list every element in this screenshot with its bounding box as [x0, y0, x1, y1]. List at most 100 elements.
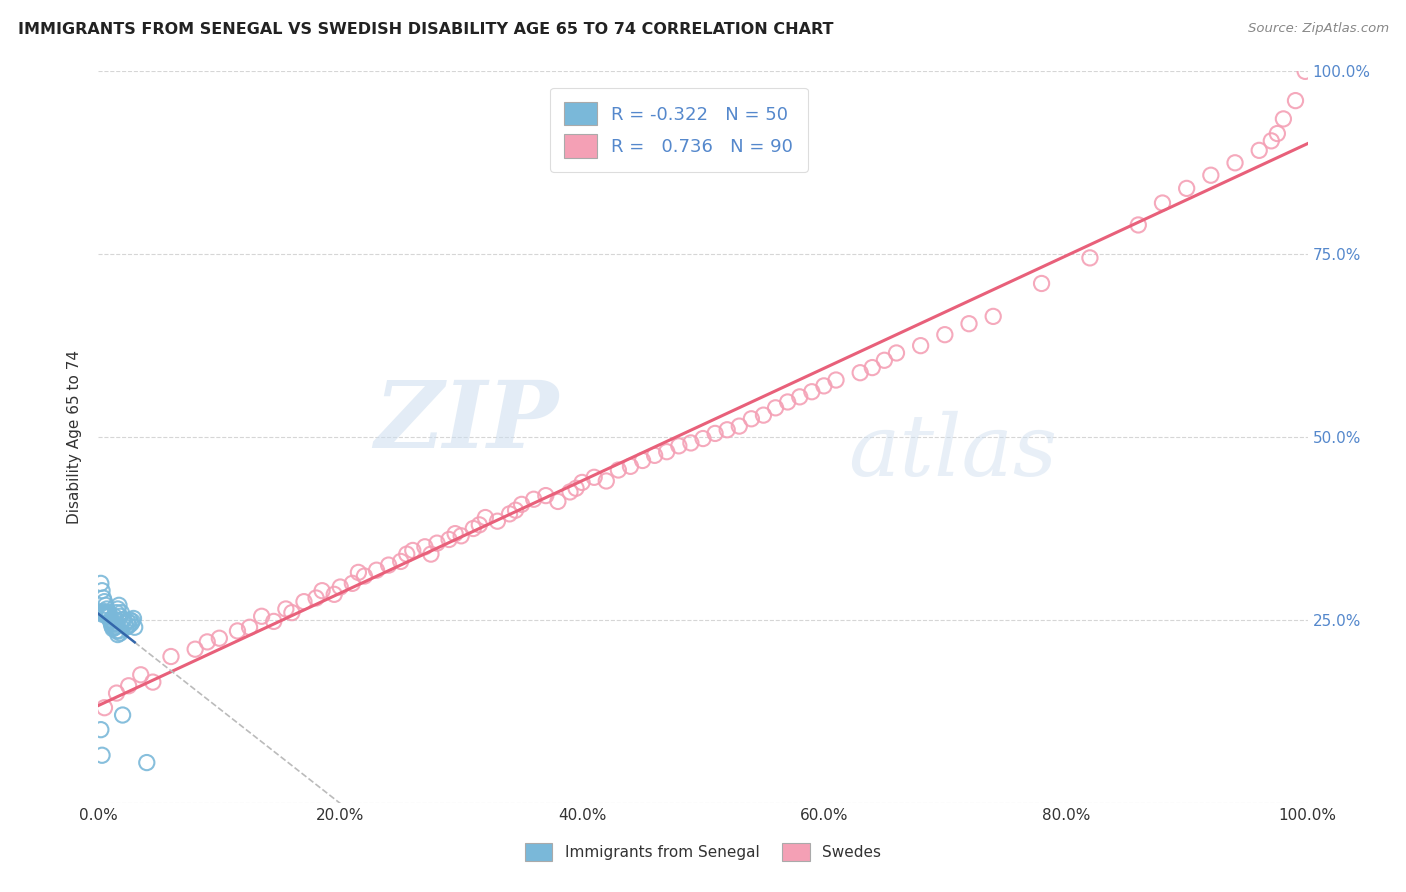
Point	[124, 620, 146, 634]
Point	[619, 459, 641, 474]
Point	[98, 609, 121, 624]
Point	[981, 310, 1004, 324]
Point	[886, 346, 908, 360]
Point	[104, 620, 127, 634]
Point	[118, 679, 141, 693]
Point	[160, 649, 183, 664]
Point	[121, 615, 143, 629]
Point	[1078, 251, 1101, 265]
Point	[311, 583, 333, 598]
Point	[728, 419, 751, 434]
Point	[101, 620, 124, 634]
Point	[607, 463, 630, 477]
Point	[450, 529, 472, 543]
Point	[97, 606, 120, 620]
Point	[90, 576, 112, 591]
Point	[115, 620, 138, 634]
Point	[274, 602, 297, 616]
Point	[305, 591, 328, 605]
Point	[118, 619, 141, 633]
Point	[195, 635, 218, 649]
Point	[498, 507, 520, 521]
Point	[114, 616, 136, 631]
Point	[420, 547, 443, 561]
Point	[873, 353, 896, 368]
Point	[463, 521, 485, 535]
Point	[353, 569, 375, 583]
Point	[292, 594, 315, 608]
Point	[1249, 144, 1271, 158]
Point	[91, 604, 114, 618]
Point	[93, 606, 115, 620]
Point	[184, 642, 207, 657]
Point	[1152, 196, 1174, 211]
Point	[1128, 218, 1150, 232]
Point	[135, 756, 157, 770]
Point	[120, 616, 142, 631]
Point	[1294, 64, 1316, 78]
Point	[103, 616, 125, 631]
Point	[377, 558, 399, 573]
Point	[510, 497, 533, 511]
Point	[631, 453, 654, 467]
Point	[437, 533, 460, 547]
Point	[1223, 156, 1246, 170]
Point	[129, 667, 152, 681]
Point	[108, 626, 131, 640]
Point	[444, 526, 467, 541]
Legend: Immigrants from Senegal, Swedes: Immigrants from Senegal, Swedes	[517, 836, 889, 868]
Point	[505, 503, 527, 517]
Point	[250, 609, 273, 624]
Point	[91, 583, 114, 598]
Point	[100, 616, 122, 631]
Point	[789, 390, 811, 404]
Point	[103, 609, 125, 624]
Point	[118, 613, 141, 627]
Point	[800, 384, 823, 399]
Point	[752, 408, 775, 422]
Point	[468, 517, 491, 532]
Point	[860, 360, 883, 375]
Point	[655, 444, 678, 458]
Point	[105, 606, 128, 620]
Point	[91, 607, 114, 621]
Point	[108, 624, 131, 638]
Point	[91, 591, 114, 605]
Point	[323, 587, 346, 601]
Point	[110, 606, 132, 620]
Point	[413, 540, 436, 554]
Text: ZIP: ZIP	[374, 377, 558, 467]
Point	[100, 619, 122, 633]
Text: Source: ZipAtlas.com: Source: ZipAtlas.com	[1249, 22, 1389, 36]
Point	[1284, 94, 1306, 108]
Point	[101, 622, 124, 636]
Point	[104, 613, 127, 627]
Point	[523, 492, 546, 507]
Point	[94, 607, 117, 621]
Point	[122, 611, 145, 625]
Point	[765, 401, 787, 415]
Point	[98, 607, 121, 621]
Point	[93, 594, 115, 608]
Point	[1031, 277, 1053, 291]
Point	[111, 613, 134, 627]
Point	[571, 475, 593, 490]
Point	[716, 423, 738, 437]
Point	[910, 338, 932, 352]
Point	[692, 432, 714, 446]
Point	[558, 485, 581, 500]
Point	[208, 632, 231, 646]
Point	[90, 606, 112, 620]
Point	[583, 470, 606, 484]
Point	[347, 566, 370, 580]
Point	[91, 748, 114, 763]
Point	[117, 615, 139, 629]
Point	[226, 624, 249, 638]
Point	[644, 448, 666, 462]
Point	[366, 563, 388, 577]
Point	[1267, 127, 1289, 141]
Text: IMMIGRANTS FROM SENEGAL VS SWEDISH DISABILITY AGE 65 TO 74 CORRELATION CHART: IMMIGRANTS FROM SENEGAL VS SWEDISH DISAB…	[18, 22, 834, 37]
Point	[776, 395, 799, 409]
Point	[100, 613, 122, 627]
Point	[329, 580, 352, 594]
